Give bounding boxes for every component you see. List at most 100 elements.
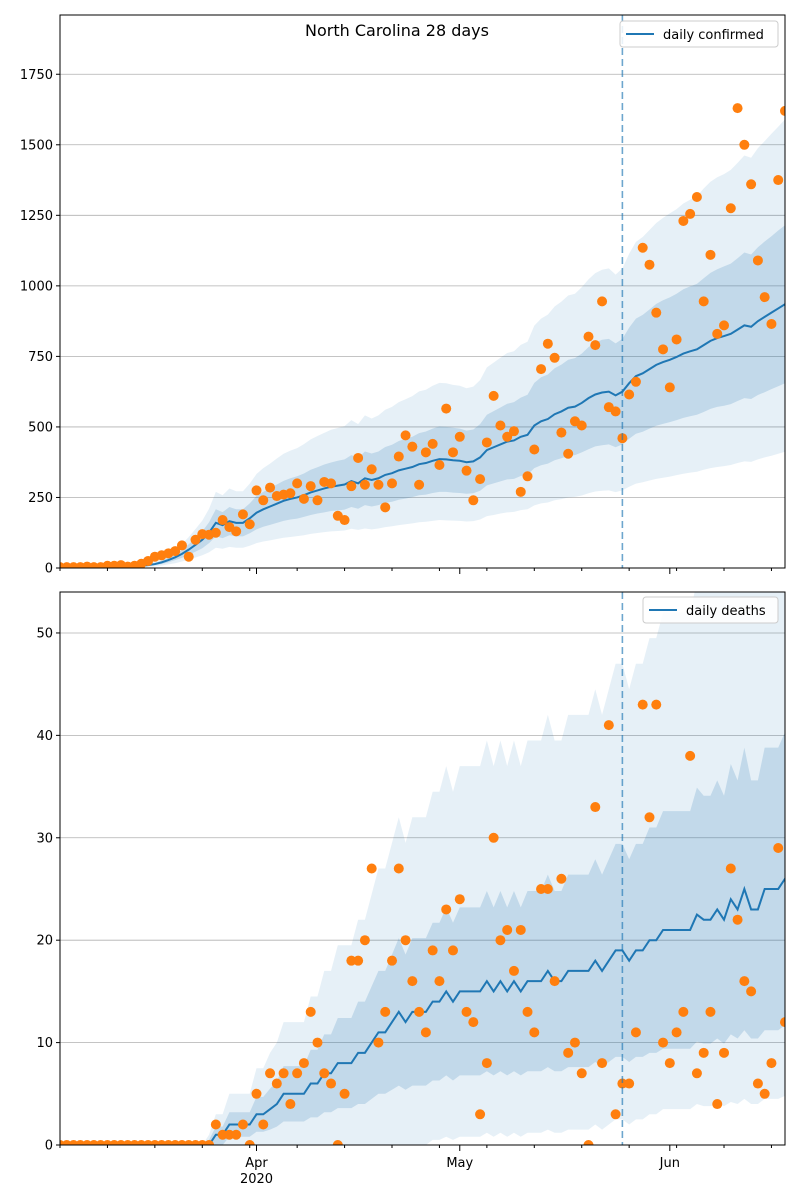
confirmed-panel: 0 250 500 750 1000 1250 1500 1750 North Carolin…	[20, 14, 786, 577]
observed-point	[739, 976, 750, 987]
observed-point	[556, 873, 567, 884]
observed-point	[590, 802, 601, 813]
chart-title: North Carolina 28 days	[305, 21, 489, 40]
observed-point	[400, 430, 411, 441]
observed-point	[644, 812, 655, 823]
inner-band	[60, 732, 785, 1145]
legend-box	[642, 596, 779, 624]
observed-point	[698, 296, 709, 307]
observed-point	[651, 307, 662, 318]
observed-point	[624, 1078, 635, 1089]
observed-point	[597, 296, 608, 307]
legend-label: daily confirmed	[663, 28, 764, 43]
observed-point	[380, 1006, 391, 1017]
observed-point	[217, 515, 228, 526]
observed-point	[583, 1140, 594, 1145]
observed-point	[556, 427, 567, 438]
observed-point	[454, 894, 465, 905]
observed-point	[488, 390, 499, 401]
observed-point	[265, 482, 276, 493]
observed-point	[691, 1068, 702, 1079]
observed-point	[664, 1058, 675, 1069]
trend-line	[60, 302, 785, 568]
x-tick-sublabel: 2020	[240, 1172, 273, 1187]
observed-point	[400, 935, 411, 946]
observed-point	[495, 935, 506, 946]
observed-point	[461, 465, 472, 476]
observed-point	[719, 1047, 730, 1058]
observed-point	[326, 1078, 337, 1089]
observed-point	[651, 699, 662, 710]
observed-point	[766, 1058, 777, 1069]
observed-point	[590, 340, 601, 351]
y-tick-label: 1750	[20, 68, 53, 83]
observed-point	[752, 1078, 763, 1089]
observed-point	[359, 935, 370, 946]
observed-point	[441, 403, 452, 414]
observed-point	[685, 750, 696, 761]
observed-point	[420, 1027, 431, 1038]
observed-point	[278, 1068, 289, 1079]
observed-point	[712, 1099, 723, 1110]
observed-point	[251, 1088, 262, 1099]
observed-point	[475, 474, 486, 485]
observed-point	[671, 1027, 682, 1038]
observed-point	[434, 976, 445, 987]
observed-point	[251, 485, 262, 496]
observed-point	[339, 515, 350, 526]
y-tick-label: 20	[36, 934, 53, 949]
observed-point	[312, 495, 323, 506]
observed-point	[488, 832, 499, 843]
observed-point	[231, 526, 242, 537]
observed-point	[434, 460, 445, 471]
observed-point	[780, 1017, 785, 1028]
observed-point	[549, 352, 560, 363]
observed-point	[312, 1037, 323, 1048]
y-tick-label: 30	[36, 831, 53, 846]
observed-point	[258, 495, 269, 506]
observed-point	[563, 1047, 574, 1058]
outer-band	[60, 592, 785, 1145]
observed-point	[210, 527, 221, 538]
observed-point	[705, 249, 716, 260]
observed-point	[244, 1140, 255, 1145]
observed-point	[502, 431, 513, 442]
observed-point	[759, 1088, 770, 1099]
y-tick-label: 1250	[20, 209, 53, 224]
observed-point	[183, 551, 194, 562]
observed-point	[414, 1006, 425, 1017]
legend-box	[619, 20, 779, 48]
observed-point	[664, 382, 675, 393]
x-tick-label: Jun	[659, 1156, 680, 1171]
observed-point	[712, 328, 723, 339]
observed-point	[746, 179, 757, 190]
observed-point	[359, 479, 370, 490]
observed-point	[407, 441, 418, 452]
observed-point	[644, 259, 655, 270]
y-tick-label: 0	[45, 1139, 53, 1154]
observed-point	[447, 447, 458, 458]
observed-point	[305, 1006, 316, 1017]
observed-point	[637, 242, 648, 253]
plot-frame	[59, 14, 786, 569]
observed-point	[298, 1058, 309, 1069]
observed-point	[739, 139, 750, 150]
observed-point	[502, 924, 513, 935]
observed-point	[583, 331, 594, 342]
observed-point	[576, 1068, 587, 1079]
x-tick-label: Apr	[245, 1156, 268, 1171]
observed-point	[441, 904, 452, 915]
observed-point	[475, 1109, 486, 1120]
observed-point	[529, 444, 540, 455]
observed-point	[447, 945, 458, 956]
observed-point	[176, 540, 187, 551]
observed-point	[210, 1119, 221, 1130]
y-tick-label: 1500	[20, 138, 53, 153]
y-tick-label: 10	[36, 1036, 53, 1051]
legend-label: daily deaths	[686, 604, 766, 619]
observed-point	[427, 945, 438, 956]
observed-point	[271, 1078, 282, 1089]
observed-point	[298, 493, 309, 504]
